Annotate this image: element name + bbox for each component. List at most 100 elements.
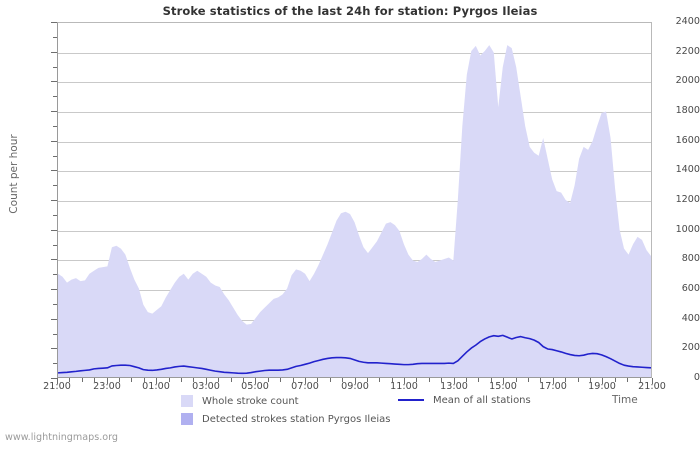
x-axis-tick-label: 09:00 bbox=[341, 381, 369, 392]
x-axis-tick-label: 21:00 bbox=[638, 381, 666, 392]
y-axis-tick bbox=[51, 170, 57, 171]
x-axis-tick bbox=[206, 378, 207, 384]
x-axis-tick bbox=[255, 378, 256, 384]
y-axis-minor-tick bbox=[53, 37, 57, 38]
y-axis-tick bbox=[51, 111, 57, 112]
x-axis-tick bbox=[57, 378, 58, 384]
y-axis-tick bbox=[51, 319, 57, 320]
y-axis-minor-tick bbox=[53, 363, 57, 364]
x-axis-minor-tick bbox=[82, 378, 83, 382]
x-axis-tick-label: 13:00 bbox=[440, 381, 468, 392]
y-axis-tick-label: 1000 bbox=[675, 224, 700, 235]
x-axis-minor-tick bbox=[627, 378, 628, 382]
y-axis-minor-tick bbox=[53, 304, 57, 305]
x-axis-tick-label: 21:00 bbox=[43, 381, 71, 392]
x-axis-tick bbox=[652, 378, 653, 384]
y-axis-tick bbox=[51, 52, 57, 53]
gridline-horizontal bbox=[58, 112, 651, 113]
legend-swatch-whole-stroke-count bbox=[181, 395, 193, 407]
x-axis-tick-label: 19:00 bbox=[588, 381, 616, 392]
y-axis-tick-label: 600 bbox=[681, 283, 700, 294]
y-axis-tick-label: 1800 bbox=[675, 105, 700, 116]
x-axis-minor-tick bbox=[540, 378, 541, 382]
x-axis-minor-tick bbox=[218, 378, 219, 382]
x-axis-minor-tick bbox=[280, 378, 281, 382]
y-axis-tick bbox=[51, 200, 57, 201]
x-axis-label: Time bbox=[612, 394, 638, 406]
x-axis-minor-tick bbox=[317, 378, 318, 382]
x-axis-tick bbox=[404, 378, 405, 384]
y-axis-label: Count per hour bbox=[8, 134, 20, 214]
x-axis-minor-tick bbox=[94, 378, 95, 382]
x-axis-minor-tick bbox=[478, 378, 479, 382]
x-axis-tick bbox=[355, 378, 356, 384]
x-axis-minor-tick bbox=[243, 378, 244, 382]
x-axis-minor-tick bbox=[615, 378, 616, 382]
x-axis-minor-tick bbox=[578, 378, 579, 382]
y-axis-tick bbox=[51, 378, 57, 379]
series-layer bbox=[58, 45, 651, 377]
gridline-horizontal bbox=[58, 201, 651, 202]
legend-item-whole-stroke-count: Whole stroke count bbox=[181, 395, 299, 408]
y-axis-minor-tick bbox=[53, 245, 57, 246]
legend-swatch-detected-strokes-station bbox=[181, 413, 193, 425]
y-axis-tick-label: 1600 bbox=[675, 135, 700, 146]
y-axis-minor-tick bbox=[53, 334, 57, 335]
x-axis-minor-tick bbox=[416, 378, 417, 382]
x-axis-minor-tick bbox=[590, 378, 591, 382]
y-axis-minor-tick bbox=[53, 126, 57, 127]
y-axis-tick bbox=[51, 22, 57, 23]
x-axis-tick-label: 01:00 bbox=[142, 381, 170, 392]
y-axis-tick bbox=[51, 259, 57, 260]
x-axis-minor-tick bbox=[131, 378, 132, 382]
x-axis-minor-tick bbox=[379, 378, 380, 382]
y-axis-tick-label: 200 bbox=[681, 342, 700, 353]
x-axis-tick bbox=[602, 378, 603, 384]
x-axis-tick-label: 23:00 bbox=[93, 381, 121, 392]
y-axis-minor-tick bbox=[53, 274, 57, 275]
y-axis-tick bbox=[51, 230, 57, 231]
footer-watermark: www.lightningmaps.org bbox=[5, 432, 118, 443]
x-axis-minor-tick bbox=[293, 378, 294, 382]
x-axis-tick bbox=[454, 378, 455, 384]
x-axis-tick bbox=[156, 378, 157, 384]
x-axis-tick-label: 11:00 bbox=[390, 381, 418, 392]
x-axis-minor-tick bbox=[392, 378, 393, 382]
y-axis-tick-label: 800 bbox=[681, 253, 700, 264]
y-axis-minor-tick bbox=[53, 215, 57, 216]
y-axis-tick bbox=[51, 81, 57, 82]
x-axis-minor-tick bbox=[268, 378, 269, 382]
y-axis-tick-label: 1200 bbox=[675, 194, 700, 205]
legend-line-mean-of-all-stations bbox=[398, 399, 424, 401]
x-axis-minor-tick bbox=[231, 378, 232, 382]
x-axis-minor-tick bbox=[119, 378, 120, 382]
x-axis-tick-label: 15:00 bbox=[489, 381, 517, 392]
x-axis-minor-tick bbox=[640, 378, 641, 382]
x-axis-tick bbox=[107, 378, 108, 384]
y-axis-tick bbox=[51, 289, 57, 290]
y-axis-tick-label: 2400 bbox=[675, 16, 700, 27]
plot-area bbox=[57, 22, 652, 378]
y-axis-tick-label: 2000 bbox=[675, 75, 700, 86]
x-axis-tick bbox=[553, 378, 554, 384]
x-axis-minor-tick bbox=[516, 378, 517, 382]
gridline-horizontal bbox=[58, 82, 651, 83]
x-axis-minor-tick bbox=[367, 378, 368, 382]
x-axis-minor-tick bbox=[330, 378, 331, 382]
y-axis-tick bbox=[51, 141, 57, 142]
y-axis-tick-label: 400 bbox=[681, 313, 700, 324]
chart-legend: Whole stroke count Detected strokes stat… bbox=[0, 392, 700, 428]
line-mean-of-all-stations bbox=[58, 334, 651, 375]
chart-title: Stroke statistics of the last 24h for st… bbox=[162, 4, 538, 18]
y-axis-tick bbox=[51, 348, 57, 349]
x-axis-tick-label: 05:00 bbox=[241, 381, 269, 392]
gridline-horizontal bbox=[58, 142, 651, 143]
x-axis-tick bbox=[305, 378, 306, 384]
y-axis-tick-label: 1400 bbox=[675, 164, 700, 175]
y-axis-minor-tick bbox=[53, 67, 57, 68]
y-axis-minor-tick bbox=[53, 96, 57, 97]
y-axis-minor-tick bbox=[53, 156, 57, 157]
x-axis-minor-tick bbox=[342, 378, 343, 382]
x-axis-minor-tick bbox=[181, 378, 182, 382]
x-axis-tick bbox=[503, 378, 504, 384]
